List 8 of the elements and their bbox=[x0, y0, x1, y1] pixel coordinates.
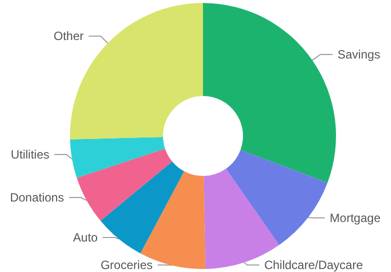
slice-label: Savings bbox=[338, 48, 380, 62]
slice-label: Childcare/Daycare bbox=[264, 258, 364, 272]
slice-label: Donations bbox=[10, 190, 64, 205]
slice-label: Groceries bbox=[100, 258, 153, 272]
slice-label: Auto bbox=[73, 230, 98, 244]
slice-label: Other bbox=[54, 29, 84, 44]
slice-label: Mortgage bbox=[330, 210, 381, 225]
slice-label: Utilities bbox=[10, 148, 50, 162]
